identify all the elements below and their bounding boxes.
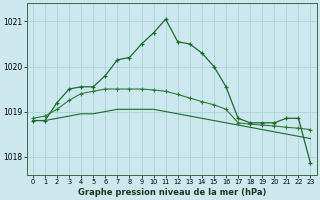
X-axis label: Graphe pression niveau de la mer (hPa): Graphe pression niveau de la mer (hPa) bbox=[77, 188, 266, 197]
